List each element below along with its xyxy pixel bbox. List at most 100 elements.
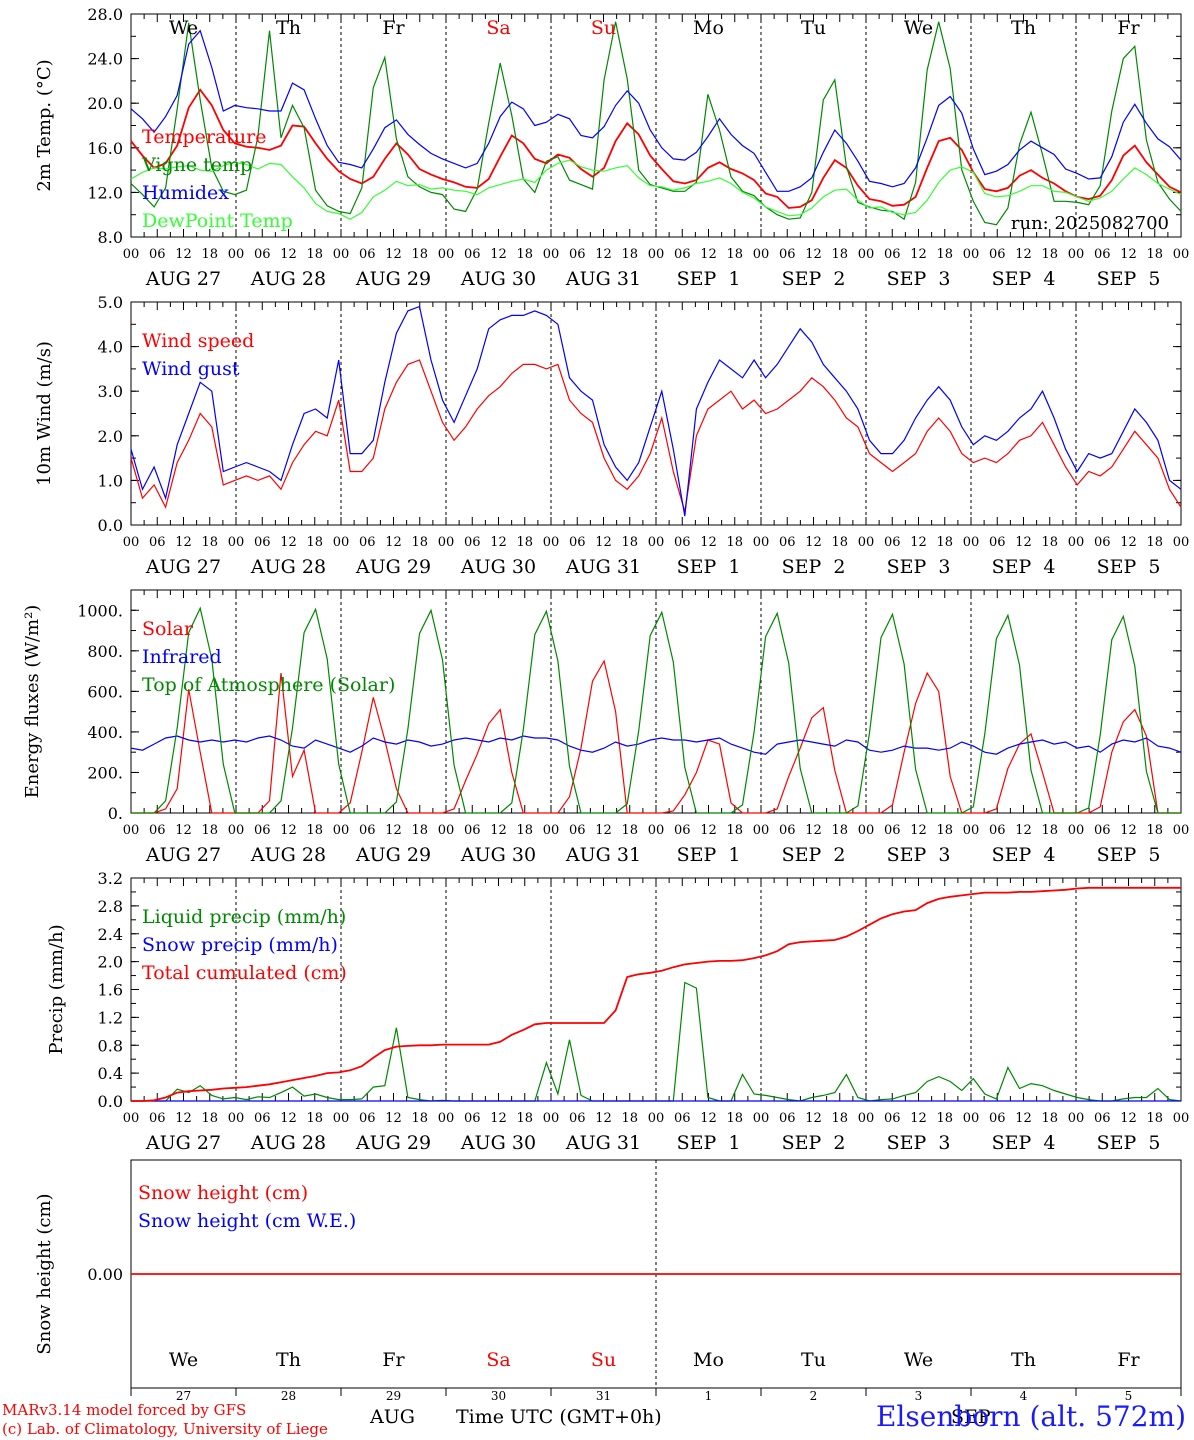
series-line-wind-speed xyxy=(130,359,1182,512)
y-tick-label: 1.0 xyxy=(98,471,123,490)
hour-tick-label: 06 xyxy=(359,823,376,838)
hour-tick-label: 00 xyxy=(858,1111,875,1126)
hour-tick-label: 00 xyxy=(1173,247,1190,262)
hour-tick-label: 18 xyxy=(201,1111,218,1126)
date-label: SEP 3 xyxy=(887,268,951,290)
hour-tick-label: 00 xyxy=(963,247,980,262)
hour-tick-label: 12 xyxy=(385,823,402,838)
hour-tick-label: 00 xyxy=(333,247,350,262)
legend-entry: Solar xyxy=(142,618,194,640)
hour-tick-label: 18 xyxy=(1146,247,1163,262)
hour-tick-label: 18 xyxy=(411,823,428,838)
hour-tick-label: 00 xyxy=(123,247,140,262)
hour-tick-label: 00 xyxy=(753,535,770,550)
hour-tick-label: 18 xyxy=(306,535,323,550)
series-line-humidex xyxy=(130,29,1182,192)
series-line-dewpoint-temp xyxy=(130,159,1182,220)
hour-tick-label: 06 xyxy=(464,1111,481,1126)
weekday-label: Sa xyxy=(486,1349,510,1371)
month-label-aug: AUG xyxy=(370,1406,415,1428)
hour-tick-label: 12 xyxy=(385,247,402,262)
hour-tick-label: 18 xyxy=(831,823,848,838)
hour-tick-label: 18 xyxy=(516,1111,533,1126)
hour-tick-label: 00 xyxy=(1068,823,1085,838)
hour-tick-label: 12 xyxy=(910,247,927,262)
hour-tick-label: 18 xyxy=(411,1111,428,1126)
date-label: AUG 29 xyxy=(355,556,431,578)
date-label: AUG 29 xyxy=(355,268,431,290)
weekday-label: We xyxy=(169,1349,198,1371)
y-axis-label: Precip (mm/h) xyxy=(46,924,67,1054)
hour-tick-label: 00 xyxy=(228,823,245,838)
hour-tick-label: 12 xyxy=(1015,1111,1032,1126)
hour-tick-label: 06 xyxy=(254,535,271,550)
hour-tick-label: 12 xyxy=(490,247,507,262)
hour-tick-label: 12 xyxy=(1120,247,1137,262)
day-number-label: 29 xyxy=(386,1389,401,1403)
hour-tick-label: 18 xyxy=(936,247,953,262)
date-label: SEP 1 xyxy=(677,556,741,578)
hour-tick-label: 00 xyxy=(858,535,875,550)
day-number-label: 28 xyxy=(281,1389,296,1403)
run-annotation: run: 2025082700 xyxy=(1011,213,1169,234)
weekday-label: We xyxy=(169,17,198,39)
date-label: AUG 30 xyxy=(460,556,536,578)
legend-entry: Infrared xyxy=(142,646,222,668)
day-number-label: 3 xyxy=(915,1389,923,1403)
hour-tick-label: 18 xyxy=(936,823,953,838)
model-credit: MARv3.14 model forced by GFS xyxy=(2,1401,247,1419)
hour-tick-label: 00 xyxy=(1068,535,1085,550)
y-tick-label: 600. xyxy=(87,682,123,701)
panel-frame-2 xyxy=(130,301,1182,526)
hour-tick-label: 12 xyxy=(805,823,822,838)
date-label: SEP 3 xyxy=(887,556,951,578)
hour-tick-label: 00 xyxy=(1068,247,1085,262)
date-label: SEP 1 xyxy=(677,1132,741,1154)
date-label: AUG 30 xyxy=(460,1132,536,1154)
hour-tick-label: 18 xyxy=(1041,823,1058,838)
weekday-label: Fr xyxy=(1117,1349,1140,1371)
y-tick-label: 2.0 xyxy=(98,427,123,446)
hour-tick-label: 18 xyxy=(726,535,743,550)
hour-tick-label: 06 xyxy=(1094,1111,1111,1126)
hour-tick-label: 06 xyxy=(254,1111,271,1126)
hour-tick-label: 06 xyxy=(149,1111,166,1126)
y-tick-label: 4.0 xyxy=(98,338,123,357)
weekday-label: Th xyxy=(276,17,301,39)
legend-entry: Snow precip (mm/h) xyxy=(142,934,338,956)
weekday-label: Mo xyxy=(693,1349,724,1371)
time-axis-label: Time UTC (GMT+0h) xyxy=(456,1406,662,1428)
hour-tick-label: 00 xyxy=(228,1111,245,1126)
y-axis-label: 2m Temp. (°C) xyxy=(34,59,55,191)
hour-tick-label: 18 xyxy=(621,823,638,838)
hour-tick-label: 18 xyxy=(411,247,428,262)
weekday-label: Th xyxy=(276,1349,301,1371)
day-number-label: 30 xyxy=(491,1389,506,1403)
hour-tick-label: 12 xyxy=(805,247,822,262)
hour-tick-label: 06 xyxy=(989,535,1006,550)
hour-tick-label: 18 xyxy=(726,823,743,838)
y-tick-label: 16.0 xyxy=(87,139,123,158)
hour-tick-label: 18 xyxy=(1146,823,1163,838)
date-label: SEP 4 xyxy=(992,844,1056,866)
hour-tick-label: 12 xyxy=(280,535,297,550)
hour-tick-label: 12 xyxy=(805,1111,822,1126)
hour-tick-label: 12 xyxy=(385,1111,402,1126)
hour-tick-label: 12 xyxy=(1015,247,1032,262)
date-label: AUG 27 xyxy=(145,844,221,866)
hour-tick-label: 12 xyxy=(910,535,927,550)
hour-tick-label: 18 xyxy=(831,247,848,262)
date-label: SEP 4 xyxy=(992,1132,1056,1154)
hour-tick-label: 00 xyxy=(1173,1111,1190,1126)
hour-tick-label: 00 xyxy=(963,535,980,550)
hour-tick-label: 18 xyxy=(621,535,638,550)
hour-tick-label: 12 xyxy=(280,247,297,262)
y-tick-label: 1000. xyxy=(77,601,123,620)
date-label: AUG 31 xyxy=(565,844,641,866)
date-label: AUG 28 xyxy=(250,844,326,866)
month-label-sep: SEP xyxy=(951,1406,991,1428)
hour-tick-label: 12 xyxy=(910,823,927,838)
y-tick-label: 12.0 xyxy=(87,183,123,202)
date-label: AUG 28 xyxy=(250,268,326,290)
hour-tick-label: 00 xyxy=(123,535,140,550)
